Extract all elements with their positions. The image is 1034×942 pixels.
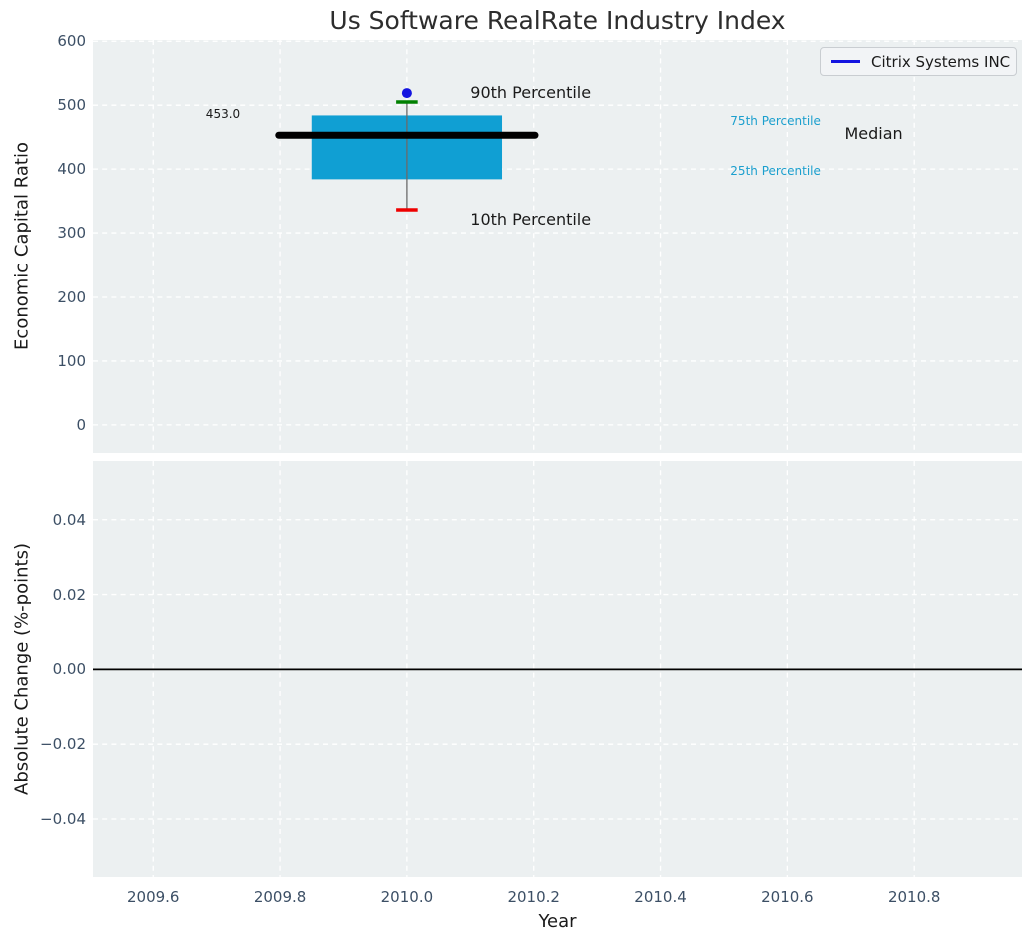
annotation-75th-percentile: 75th Percentile: [730, 114, 821, 129]
legend-label: Citrix Systems INC: [871, 52, 1011, 71]
y-tick-label: 0.00: [52, 660, 86, 679]
y-tick-label: 400: [57, 160, 86, 179]
x-tick-label: 2009.6: [126, 888, 180, 906]
y-tick-label: 300: [57, 224, 86, 243]
y-tick-label: 100: [57, 351, 86, 370]
x-tick-label: 2010.6: [761, 888, 814, 906]
x-tick-label: 2010.4: [634, 888, 687, 906]
legend-line-sample: [831, 60, 860, 63]
top-plot-area: 453.0 90th Percentile 10th Percentile 75th …: [93, 40, 1022, 453]
citrix-data-point: [401, 88, 412, 99]
x-tick-label: 2010.0: [380, 888, 434, 906]
x-tick-label: 2010.2: [507, 888, 560, 906]
legend: Citrix Systems INC: [820, 47, 1017, 76]
annotation-25th-percentile: 25th Percentile: [730, 164, 821, 179]
annotation-median: Median: [844, 123, 903, 143]
x-tick-label: 2009.8: [253, 888, 307, 906]
y-tick-label: −0.02: [40, 735, 86, 754]
x-axis-label-year: Year: [538, 911, 577, 932]
bottom-plot-area: [93, 461, 1022, 877]
chart-title: Us Software RealRate Industry Index: [329, 6, 786, 35]
annotation-90th-percentile: 90th Percentile: [470, 83, 592, 103]
plot-canvas: [93, 40, 1022, 453]
y-tick-label: 0: [76, 415, 86, 434]
plot-canvas: [93, 461, 1022, 877]
annotation-453-0: 453.0: [205, 106, 241, 121]
y-tick-label: 500: [57, 96, 86, 115]
x-tick-label: 2010.8: [887, 888, 941, 906]
y-tick-label: 600: [57, 32, 86, 51]
annotation-10th-percentile: 10th Percentile: [470, 210, 592, 230]
y-tick-label: 0.04: [52, 510, 86, 529]
y-tick-label: 0.02: [52, 585, 86, 604]
y-tick-label: 200: [57, 288, 86, 306]
y-tick-label: −0.04: [40, 810, 86, 828]
